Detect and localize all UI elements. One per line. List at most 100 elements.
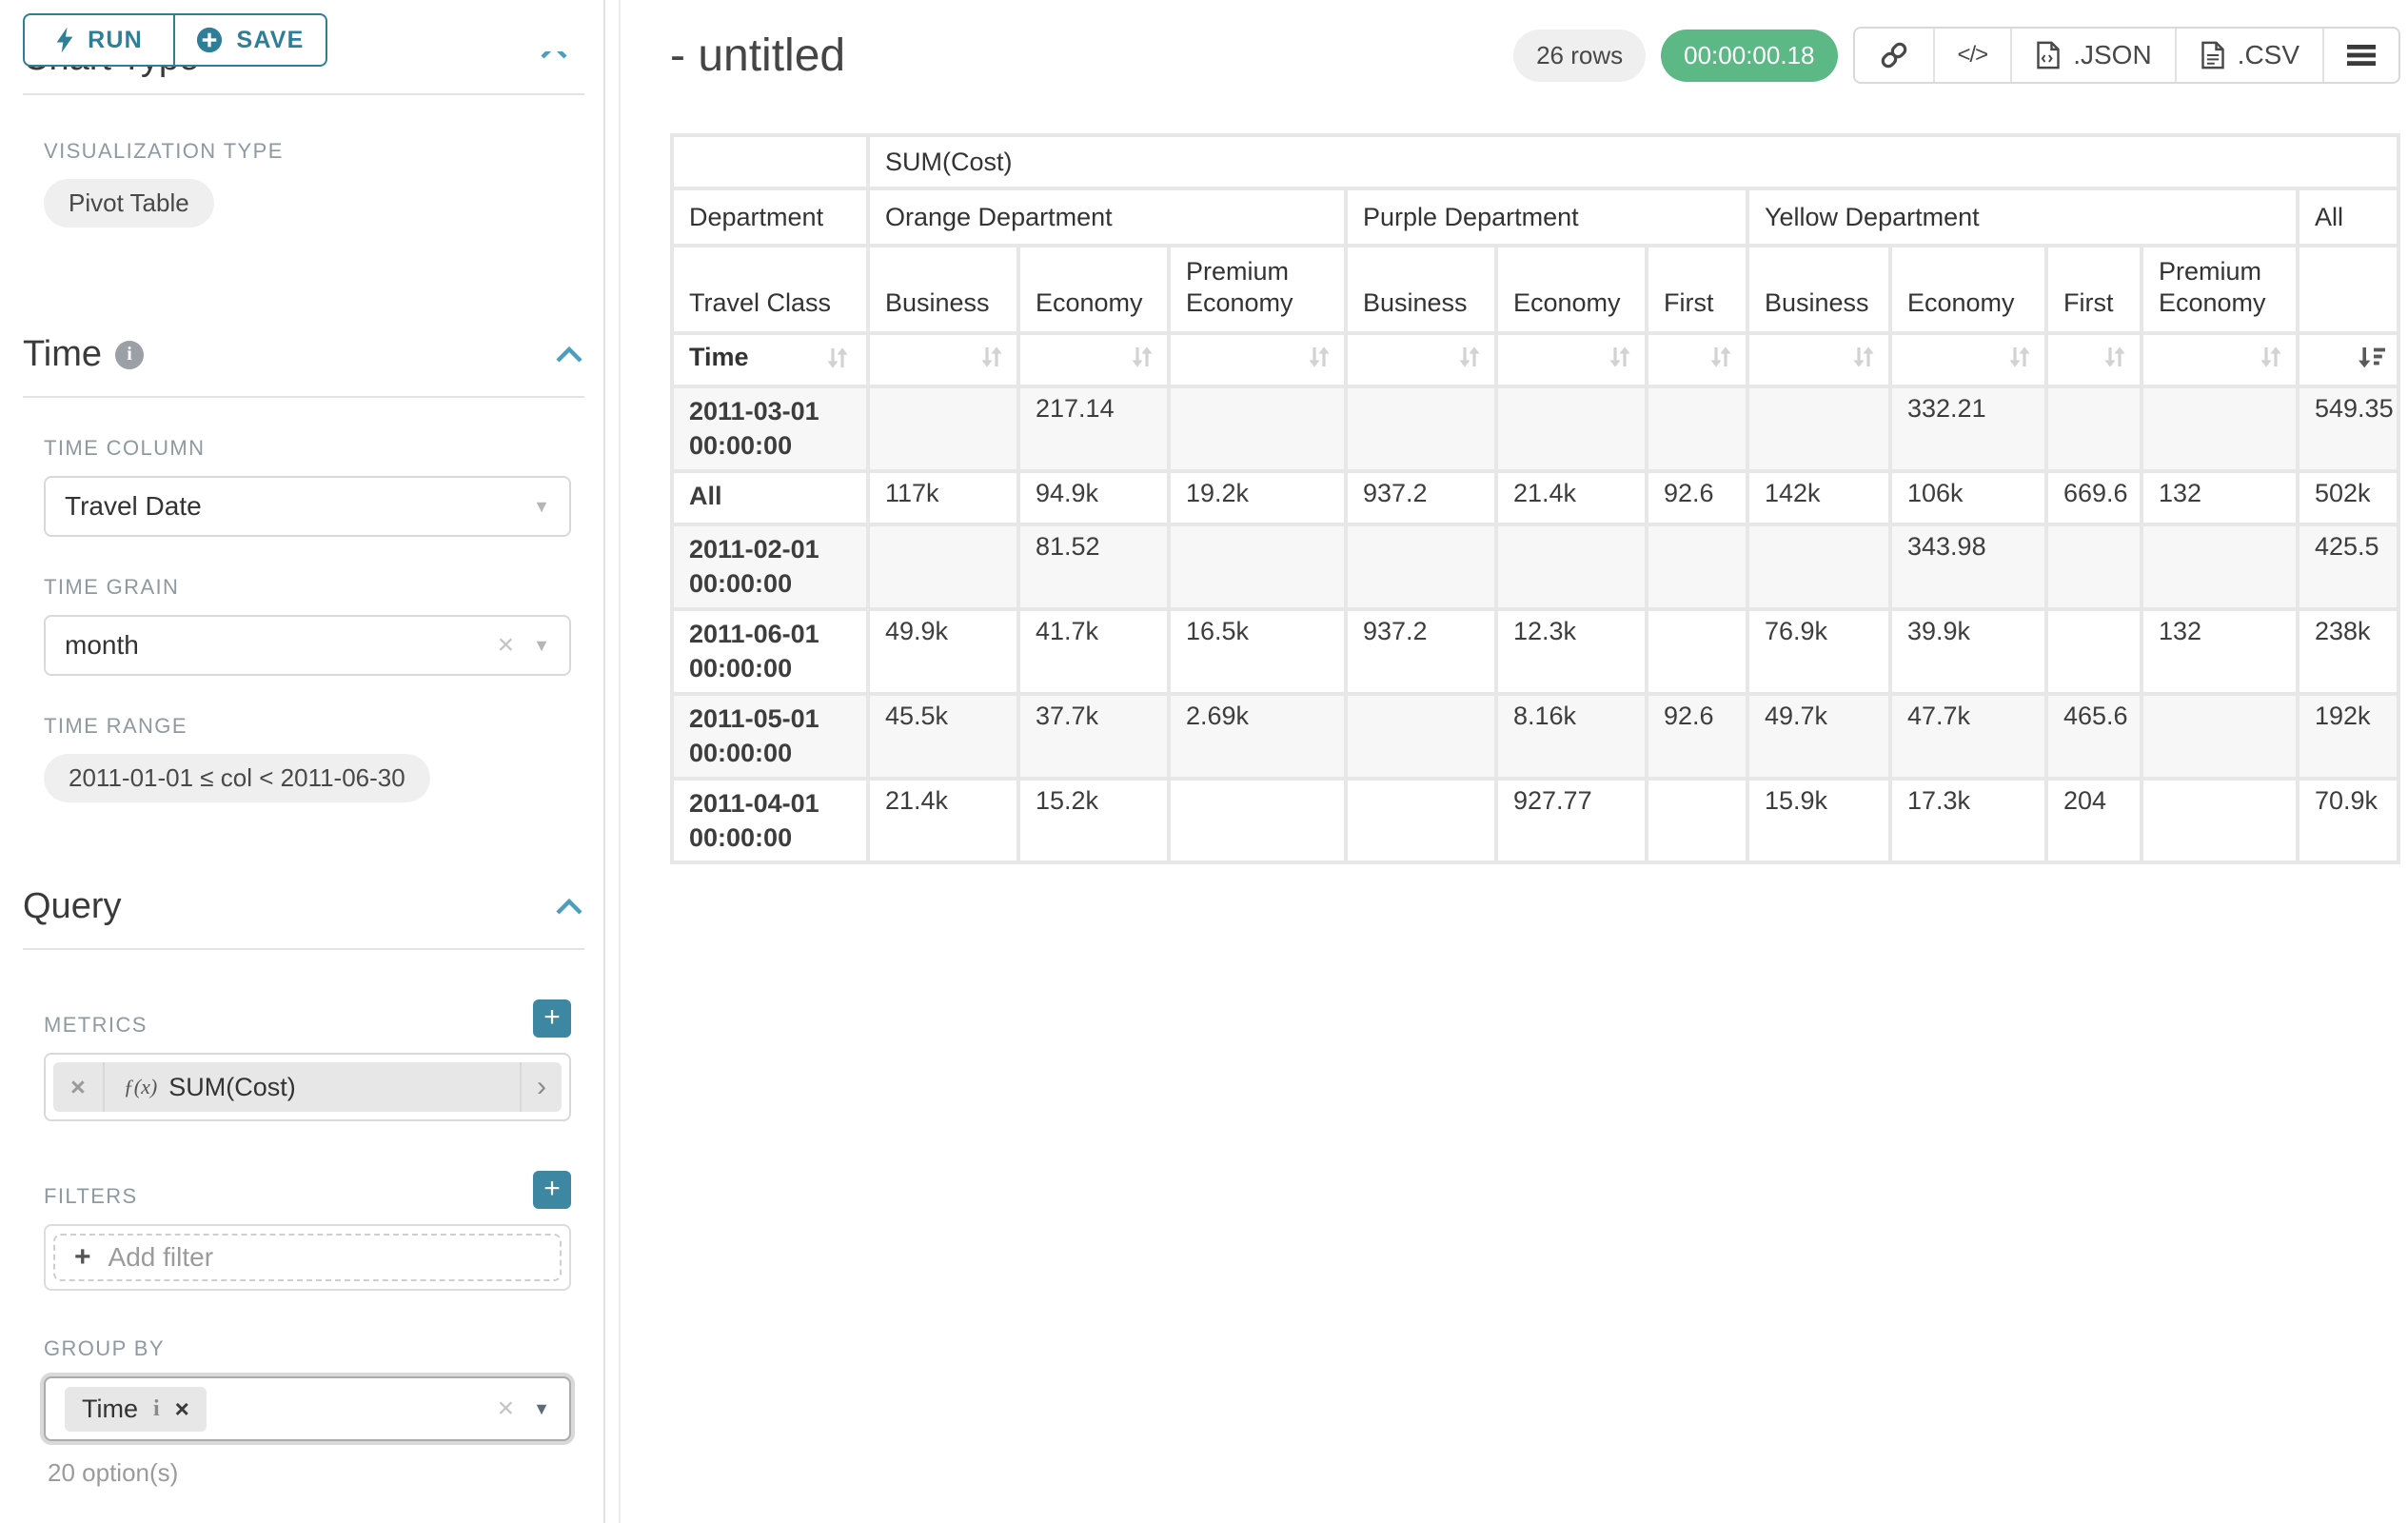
cell <box>1344 776 1498 865</box>
cell <box>1645 606 1749 696</box>
sort-cell[interactable] <box>866 331 1020 388</box>
visualization-type-field: VISUALIZATION TYPE Pivot Table <box>44 139 603 227</box>
cell <box>2044 384 2143 473</box>
travel-class-dimension-header: Travel Class <box>670 244 870 335</box>
embed-code-button[interactable]: </> <box>1932 29 2011 82</box>
info-icon: i <box>153 1395 160 1421</box>
control-panel-sidebar: Chart Type RUN SAVE <box>0 0 605 1523</box>
time-range-value[interactable]: 2011-01-01 ≤ col < 2011-06-30 <box>44 754 430 802</box>
add-metric-button[interactable]: + <box>533 999 571 1038</box>
cell: 21.4k <box>1494 468 1648 526</box>
row-label: All <box>670 468 870 526</box>
save-button[interactable]: SAVE <box>175 13 327 67</box>
cell <box>1167 384 1348 473</box>
time-grain-select[interactable]: month × ▼ <box>44 615 571 676</box>
sort-cell[interactable] <box>1888 331 2048 388</box>
remove-metric-icon[interactable]: × <box>53 1062 105 1112</box>
dimension-chip-label: Time <box>82 1394 138 1423</box>
chart-type-collapse-chevron-icon[interactable] <box>539 51 569 61</box>
clear-icon[interactable]: × <box>497 1393 515 1424</box>
cell: 47.7k <box>1888 691 2048 781</box>
sort-icon[interactable] <box>1607 344 1633 377</box>
travel-class-header: Premium Economy <box>1167 244 1348 335</box>
sort-cell[interactable] <box>2295 331 2401 388</box>
pivot-table: SUM(Cost) Department Orange Department Purp… <box>670 133 2401 865</box>
run-button[interactable]: RUN <box>23 13 175 67</box>
clear-icon[interactable]: × <box>497 629 515 661</box>
cell: 76.9k <box>1746 606 1892 696</box>
add-filter-plus-button[interactable]: + <box>533 1171 571 1209</box>
chevron-down-icon: ▼ <box>533 1399 550 1418</box>
visualization-type-value[interactable]: Pivot Table <box>44 179 214 227</box>
dimension-chip[interactable]: Time i × <box>65 1386 207 1432</box>
sort-icon[interactable] <box>2102 344 2128 377</box>
sort-icon[interactable] <box>2258 344 2284 377</box>
remove-chip-icon[interactable]: × <box>174 1394 189 1423</box>
cell <box>1494 384 1648 473</box>
menu-button[interactable] <box>2322 29 2398 82</box>
sort-cell[interactable] <box>1645 331 1749 388</box>
sort-icon[interactable] <box>1707 344 1734 377</box>
time-column-value: Travel Date <box>65 491 202 521</box>
department-group-header: All <box>2295 187 2401 247</box>
sort-cell[interactable] <box>2044 331 2143 388</box>
chevron-right-icon[interactable]: › <box>520 1062 562 1112</box>
metric-chip-label: SUM(Cost) <box>168 1072 296 1101</box>
group-by-select[interactable]: Time i × × ▼ <box>44 1376 571 1441</box>
department-dimension-header: Department <box>670 187 870 247</box>
chart-panel: - untitled 26 rows 00:00:00.18 </> <box>619 0 2408 1523</box>
sort-cell[interactable] <box>1016 331 1171 388</box>
time-collapse-chevron-icon[interactable] <box>554 346 584 365</box>
sort-icon[interactable] <box>824 345 851 378</box>
sort-cell[interactable] <box>1746 331 1892 388</box>
time-grain-label: TIME GRAIN <box>44 575 180 599</box>
cell: 70.9k <box>2295 776 2401 865</box>
cell <box>866 384 1020 473</box>
query-section-title: Query <box>23 886 122 926</box>
cell: 192k <box>2295 691 2401 781</box>
department-group-header: Orange Department <box>866 187 1348 247</box>
metric-chip[interactable]: × ƒ(x) SUM(Cost) › <box>53 1062 562 1112</box>
time-range-field: TIME RANGE 2011-01-01 ≤ col < 2011-06-30 <box>44 714 603 802</box>
cell: 2.69k <box>1167 691 1348 781</box>
row-count-badge: 26 rows <box>1513 29 1647 82</box>
sort-cell[interactable] <box>1494 331 1648 388</box>
chart-title[interactable]: - untitled <box>670 30 846 81</box>
filters-container: + Add filter <box>44 1224 571 1291</box>
cell <box>2044 606 2143 696</box>
sort-icon[interactable] <box>1850 344 1877 377</box>
export-json-button[interactable]: .JSON <box>2010 29 2174 82</box>
sort-icon[interactable] <box>1306 344 1332 377</box>
cell: 45.5k <box>866 691 1020 781</box>
sort-cell[interactable] <box>1344 331 1498 388</box>
sort-icon[interactable] <box>1456 344 1483 377</box>
cell: 19.2k <box>1167 468 1348 526</box>
sort-icon[interactable] <box>2006 344 2033 377</box>
sort-cell[interactable] <box>2140 331 2299 388</box>
travel-class-header: Business <box>866 244 1020 335</box>
export-csv-label: .CSV <box>2237 40 2300 69</box>
cell: 238k <box>2295 606 2401 696</box>
travel-class-header: Economy <box>1888 244 2048 335</box>
table-row: All 117k 94.9k 19.2k 937.2 21.4k 92.6 142k 106k 6… <box>670 468 2401 526</box>
cell: 92.6 <box>1645 691 1749 781</box>
query-collapse-chevron-icon[interactable] <box>554 898 584 917</box>
time-column-select[interactable]: Travel Date ▼ <box>44 476 571 537</box>
cell: 16.5k <box>1167 606 1348 696</box>
cell <box>1344 691 1498 781</box>
time-column-label: TIME COLUMN <box>44 436 206 460</box>
cell: 12.3k <box>1494 606 1648 696</box>
info-icon: i <box>115 340 145 369</box>
sort-desc-active-icon[interactable] <box>2357 344 2386 377</box>
export-json-label: .JSON <box>2073 40 2152 69</box>
sort-cell[interactable] <box>1167 331 1348 388</box>
add-filter-button[interactable]: + Add filter <box>53 1234 562 1281</box>
row-label: 2011-03-01 00:00:00 <box>670 384 870 473</box>
sort-icon[interactable] <box>978 344 1005 377</box>
share-link-button[interactable] <box>1855 29 1933 82</box>
group-by-label-row: GROUP BY <box>44 1336 571 1361</box>
export-csv-button[interactable]: .CSV <box>2174 29 2322 82</box>
sort-icon[interactable] <box>1129 344 1155 377</box>
cell: 21.4k <box>866 776 1020 865</box>
cell: 94.9k <box>1016 468 1171 526</box>
